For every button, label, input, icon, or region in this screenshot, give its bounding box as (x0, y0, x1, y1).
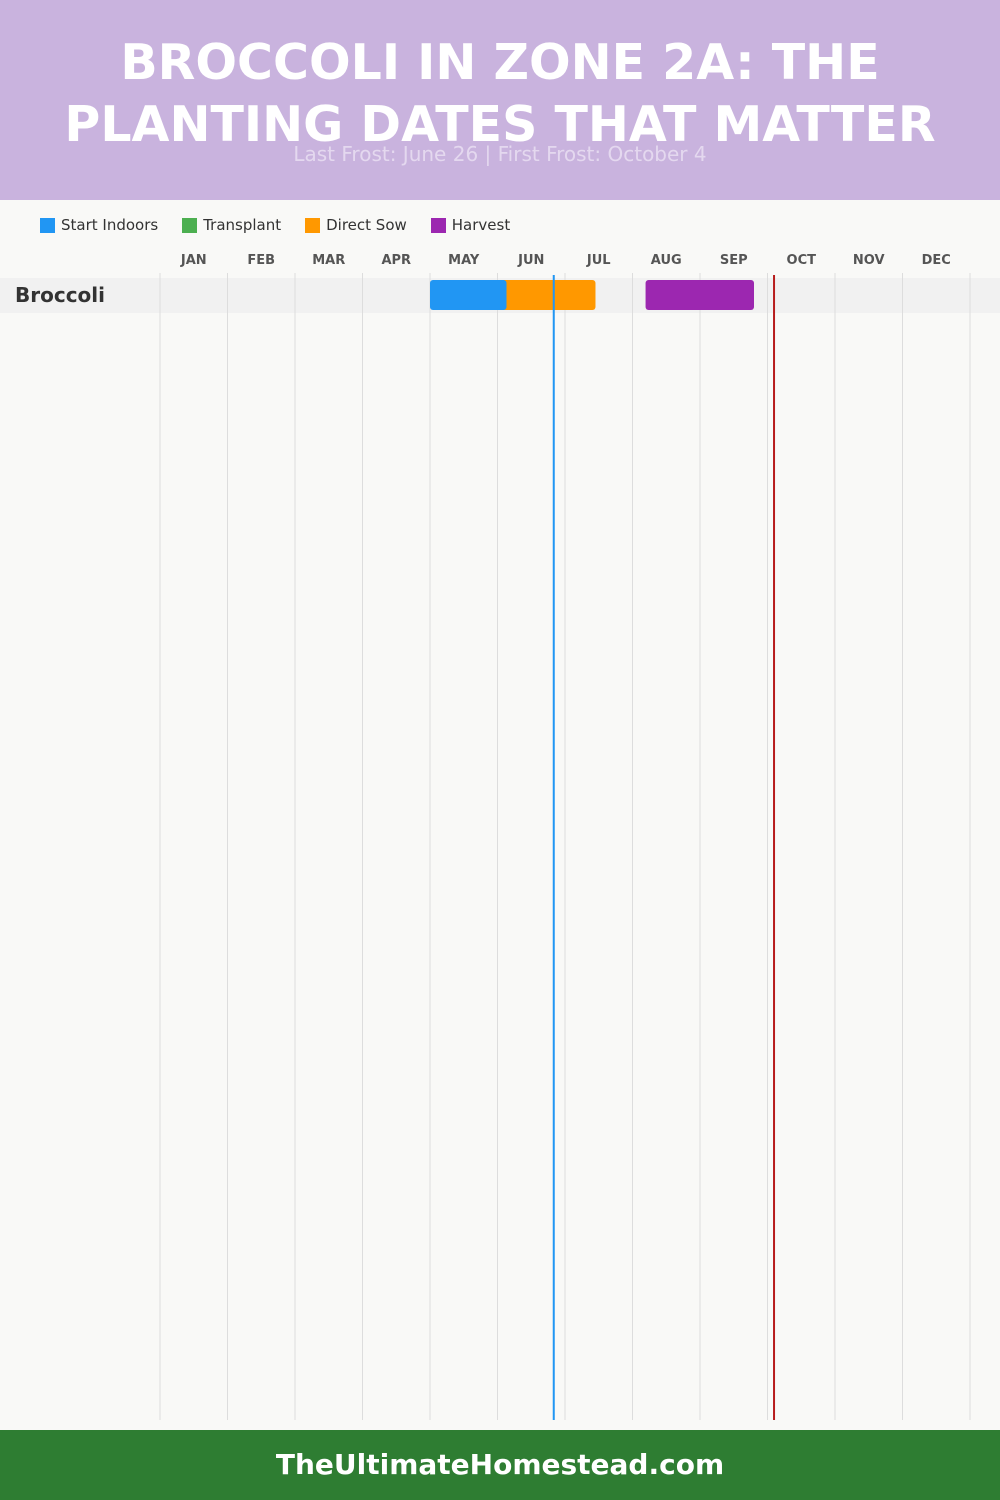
legend-label-start-indoors: Start Indoors (61, 216, 159, 234)
month-tick-label: JAN (180, 253, 207, 268)
month-tick-label: AUG (651, 253, 682, 268)
direct-sow-bar (497, 280, 596, 310)
legend-label-direct-sow: Direct Sow (326, 216, 407, 234)
start-indoors-bar (430, 280, 507, 310)
footer-banner: TheUltimateHomestead.com (0, 1430, 1000, 1500)
month-tick-label: SEP (720, 253, 748, 268)
legend-swatch-start-indoors (40, 217, 55, 233)
month-tick-label: DEC (922, 253, 951, 268)
crop-label: Broccoli (15, 283, 105, 307)
legend-swatch-harvest (430, 217, 446, 233)
chart-legend: Start Indoors Transplant Direct Sow Harv… (40, 214, 534, 236)
legend-item-transplant: Transplant (182, 216, 281, 234)
month-tick-label: JUL (586, 253, 611, 268)
header-banner: BROCCOLI IN ZONE 2A: THE PLANTING DATES … (0, 0, 1000, 200)
legend-swatch-transplant (182, 217, 198, 233)
month-tick-label: OCT (787, 253, 817, 268)
footer-site-name: TheUltimateHomestead.com (275, 1448, 725, 1481)
page-title: BROCCOLI IN ZONE 2A: THE PLANTING DATES … (64, 34, 936, 153)
legend-swatch-direct-sow (305, 217, 321, 233)
month-tick-label: MAR (312, 253, 345, 268)
planting-calendar-chart: JAN FEB MAR APR MAY JUN JUL AUG SEP OCT NOV DEC Broc… (0, 253, 1000, 1420)
month-tick-label: MAY (448, 253, 480, 268)
legend-item-harvest: Harvest (430, 216, 511, 234)
legend-label-transplant: Transplant (203, 216, 282, 234)
legend-item-direct-sow: Direct Sow (305, 216, 407, 234)
month-tick-label: APR (381, 253, 411, 268)
frost-dates-subtitle: Last Frost: June 26 | First Frost: Octob… (293, 142, 707, 166)
month-tick-label: FEB (247, 253, 275, 268)
legend-item-start-indoors: Start Indoors (40, 216, 158, 234)
month-tick-label: NOV (853, 253, 885, 268)
legend-label-harvest: Harvest (451, 216, 511, 234)
month-tick-label: JUN (517, 253, 544, 268)
harvest-bar (645, 280, 754, 310)
